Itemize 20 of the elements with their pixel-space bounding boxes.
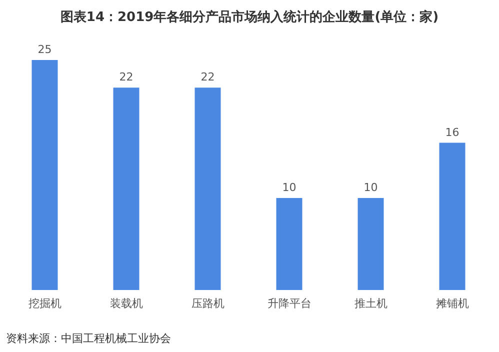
x-tick-label: 升降平台 [267,297,312,310]
x-tick-label: 装载机 [110,297,143,310]
bar [194,88,221,290]
bar [113,88,140,290]
data-label: 22 [119,70,134,84]
data-label: 10 [364,181,378,194]
bar [439,142,466,290]
text: 资料来源：中国工程机械工业协会 [6,332,171,345]
bar [358,198,384,290]
bar [32,60,58,290]
data-label: 16 [445,126,460,139]
data-label: 25 [38,43,52,56]
chart-title: 图表14：2019年各细分产品市场纳入统计的企业数量(单位：家) [60,9,439,25]
data-label: 10 [282,181,296,194]
x-tick-label: 挖掘机 [28,297,62,310]
x-tick-label: 推土机 [354,297,388,310]
x-tick-label: 摊铺机 [436,297,469,310]
data-label: 22 [200,70,215,84]
bar [276,198,302,290]
x-tick-label: 压路机 [191,297,224,310]
